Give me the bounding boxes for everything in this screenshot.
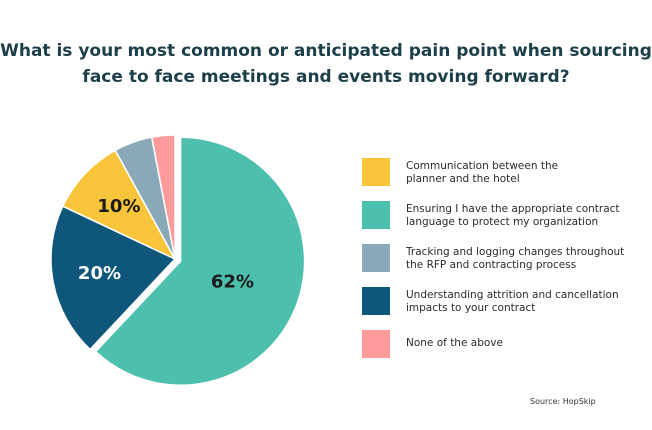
- pie-label-ensuring-i-have-the-appropriate-contract: 62%: [211, 271, 254, 292]
- legend-swatch: [362, 287, 390, 315]
- legend-label-line: language to protect my organization: [406, 216, 599, 228]
- legend-label-line: Tracking and logging changes throughout: [406, 246, 625, 258]
- legend-label-line: Understanding attrition and cancellation: [406, 289, 619, 301]
- pie-label-communication-between-the-planner-and-th: 10%: [97, 196, 140, 217]
- legend-label-line: Communication between the: [406, 160, 559, 172]
- legend-label-line: Ensuring I have the appropriate contract: [406, 203, 620, 215]
- chart-title-line-1: What is your most common or anticipated …: [0, 41, 652, 61]
- legend-swatch: [362, 201, 390, 229]
- legend-label: Ensuring I have the appropriate contract…: [406, 203, 646, 229]
- legend-label: Understanding attrition and cancellation…: [406, 289, 646, 315]
- legend-label: Tracking and logging changes throughout t…: [406, 246, 646, 272]
- pie-slice-none-of-the-above: [150, 134, 176, 260]
- legend-label: Communication between the planner and the…: [406, 160, 646, 186]
- chart-title-line-2: face to face meetings and events moving …: [82, 67, 570, 87]
- legend-label-line: the RFP and contracting process: [406, 259, 577, 271]
- legend-swatch: [362, 158, 390, 186]
- legend-label-line: None of the above: [406, 337, 503, 349]
- legend-swatch: [362, 330, 390, 358]
- pie-slice-understanding-attrition-and-cancellation: [50, 205, 177, 351]
- pie-slice-communication-between-the-planner-and-th: [61, 149, 177, 261]
- legend-label: None of the above: [406, 337, 646, 350]
- legend-label-line: planner and the hotel: [406, 173, 520, 185]
- source-note: Source: HopSkip: [530, 397, 596, 406]
- chart-title: What is your most common or anticipated …: [0, 38, 652, 90]
- legend-label-line: impacts to your contract: [406, 302, 536, 314]
- legend-swatch: [362, 244, 390, 272]
- pie-label-understanding-attrition-and-cancellation: 20%: [78, 263, 121, 284]
- pie-slice-ensuring-i-have-the-appropriate-contract: [94, 136, 306, 386]
